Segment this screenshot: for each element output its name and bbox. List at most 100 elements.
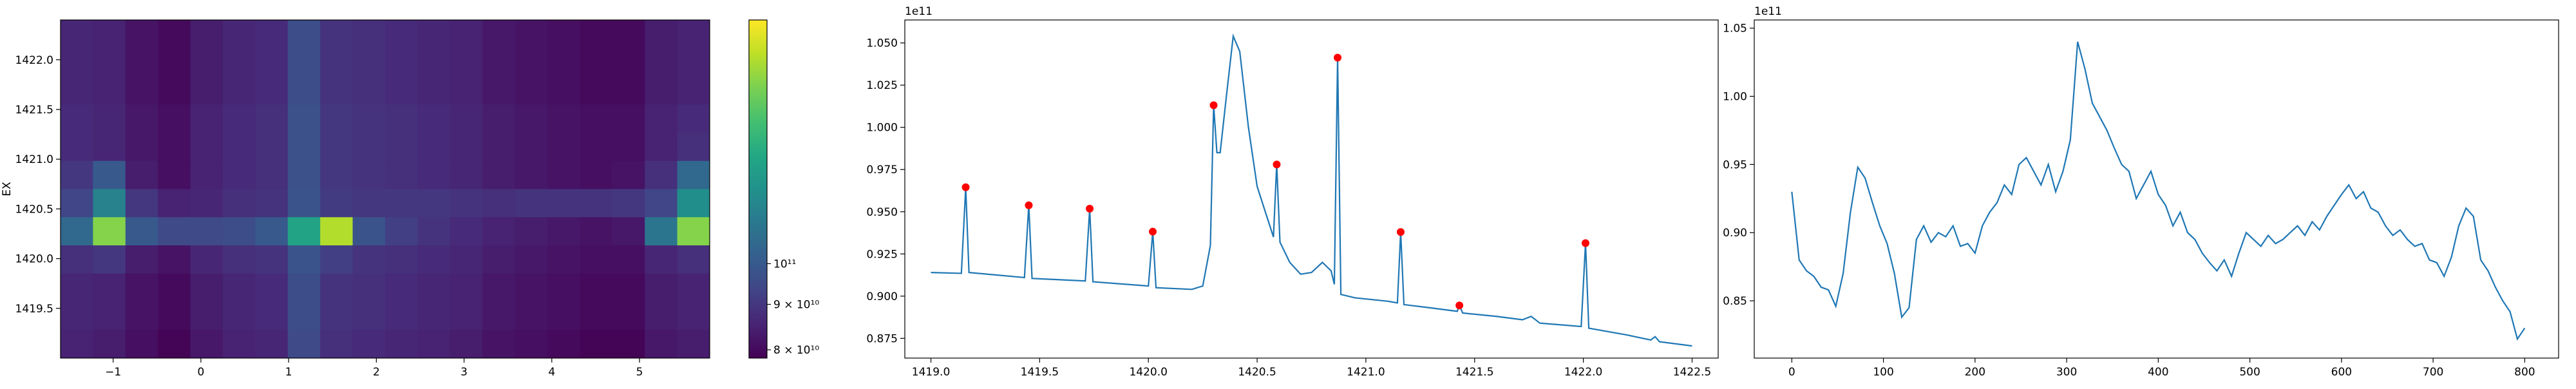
heatmap-cell bbox=[61, 301, 93, 330]
heatmap-cell bbox=[417, 245, 451, 274]
heatmap-cell bbox=[612, 217, 645, 246]
heatmap-cell bbox=[515, 104, 548, 133]
heatmap-cell bbox=[612, 20, 645, 49]
heatmap-cell bbox=[515, 273, 548, 302]
peak-marker bbox=[1396, 228, 1405, 236]
heatmap-cell bbox=[255, 273, 289, 302]
heatmap-cell bbox=[677, 330, 710, 359]
x-tick-label: 500 bbox=[2239, 366, 2260, 379]
heatmap-cell bbox=[645, 273, 678, 302]
heatmap-cell bbox=[580, 245, 613, 274]
heatmap-cell bbox=[482, 301, 516, 330]
heatmap-cell bbox=[417, 20, 451, 49]
heatmap-cell bbox=[190, 273, 223, 302]
heatmap-cell bbox=[645, 301, 678, 330]
heatmap-cell bbox=[580, 189, 613, 218]
heatmap-cell bbox=[515, 76, 548, 105]
heatmap-cell bbox=[612, 104, 645, 133]
heatmap-cell bbox=[93, 245, 126, 274]
heatmap-cell bbox=[547, 160, 580, 189]
heatmap-cell bbox=[385, 189, 418, 218]
heatmap-cell bbox=[547, 273, 580, 302]
heatmap-cell bbox=[255, 104, 289, 133]
x-tick-label: 1421.5 bbox=[1455, 366, 1493, 379]
heatmap-cell bbox=[93, 217, 126, 246]
heatmap-cell bbox=[320, 76, 354, 105]
y-tick-label: 0.90 bbox=[1723, 227, 1747, 240]
heatmap-cell bbox=[677, 245, 710, 274]
heatmap-cell bbox=[580, 273, 613, 302]
heatmap-cell bbox=[287, 104, 321, 133]
heatmap-cell bbox=[482, 330, 516, 359]
peak-marker bbox=[1582, 239, 1590, 247]
heatmap-cell bbox=[515, 245, 548, 274]
heatmap-cell bbox=[580, 217, 613, 246]
heatmap-cell bbox=[482, 160, 516, 189]
heatmap-cell bbox=[125, 189, 158, 218]
heatmap-cell bbox=[450, 133, 483, 162]
heatmap-cell bbox=[450, 104, 483, 133]
data-line bbox=[1791, 41, 2526, 341]
heatmap-cell bbox=[417, 330, 451, 359]
heatmap-cell bbox=[223, 76, 256, 105]
x-tick-label: 2 bbox=[373, 366, 380, 379]
peak-marker bbox=[1273, 160, 1281, 169]
x-tick-label: 5 bbox=[636, 366, 643, 379]
y-tick-label: 0.925 bbox=[866, 248, 898, 261]
heatmap-cell bbox=[547, 104, 580, 133]
heatmap-cell bbox=[417, 76, 451, 105]
heatmap-cell bbox=[223, 160, 256, 189]
heatmap-cell bbox=[93, 189, 126, 218]
heatmap-cell bbox=[482, 48, 516, 77]
heatmap-cell bbox=[580, 104, 613, 133]
heatmap-cell bbox=[677, 76, 710, 105]
heatmap-cell bbox=[190, 189, 223, 218]
heatmap-cell bbox=[482, 133, 516, 162]
heatmap-cell bbox=[385, 273, 418, 302]
heatmap-cell bbox=[677, 273, 710, 302]
heatmap-cell bbox=[223, 330, 256, 359]
heatmap-cell bbox=[547, 20, 580, 49]
heatmap-cell bbox=[417, 301, 451, 330]
heatmap-cell bbox=[417, 160, 451, 189]
heatmap-cell bbox=[93, 104, 126, 133]
heatmap-cell bbox=[385, 104, 418, 133]
y-tick-label: 1420.0 bbox=[15, 253, 53, 266]
heatmap-cell bbox=[61, 273, 93, 302]
heatmap-cell bbox=[93, 133, 126, 162]
peak-marker bbox=[1025, 201, 1033, 209]
heatmap-cell bbox=[287, 189, 321, 218]
heatmap-cell bbox=[255, 160, 289, 189]
heatmap-cell bbox=[93, 20, 126, 49]
heatmap-cell bbox=[547, 189, 580, 218]
heatmap-cell bbox=[125, 48, 158, 77]
x-tick-label: 4 bbox=[548, 366, 555, 379]
axes-frame bbox=[904, 19, 1719, 359]
heatmap-cell bbox=[450, 189, 483, 218]
heatmap-cell bbox=[385, 301, 418, 330]
heatmap-cell bbox=[482, 104, 516, 133]
y-tick-label: 1420.5 bbox=[15, 203, 53, 216]
heatmap-cell bbox=[158, 330, 191, 359]
heatmap-cell bbox=[158, 76, 191, 105]
heatmap-cell bbox=[547, 245, 580, 274]
heatmap-cell bbox=[61, 330, 93, 359]
heatmap-cell bbox=[158, 160, 191, 189]
heatmap-cell bbox=[352, 245, 386, 274]
heatmap-cell bbox=[417, 133, 451, 162]
heatmap-cell bbox=[645, 160, 678, 189]
heatmap-cell bbox=[287, 160, 321, 189]
heatmap-cell bbox=[645, 133, 678, 162]
colorbar-tick-label: 9 × 10¹⁰ bbox=[773, 299, 819, 312]
heatmap-cell bbox=[287, 133, 321, 162]
heatmap-cell bbox=[450, 273, 483, 302]
heatmap-cell bbox=[677, 301, 710, 330]
heatmap-cell bbox=[125, 301, 158, 330]
heatmap-cell bbox=[450, 301, 483, 330]
heatmap-cell bbox=[223, 301, 256, 330]
heatmap-cell bbox=[320, 245, 354, 274]
x-tick-label: 100 bbox=[1873, 366, 1893, 379]
y-tick-label: 0.950 bbox=[866, 206, 898, 219]
offset-text: 1e11 bbox=[905, 5, 933, 18]
heatmap-cell bbox=[417, 104, 451, 133]
